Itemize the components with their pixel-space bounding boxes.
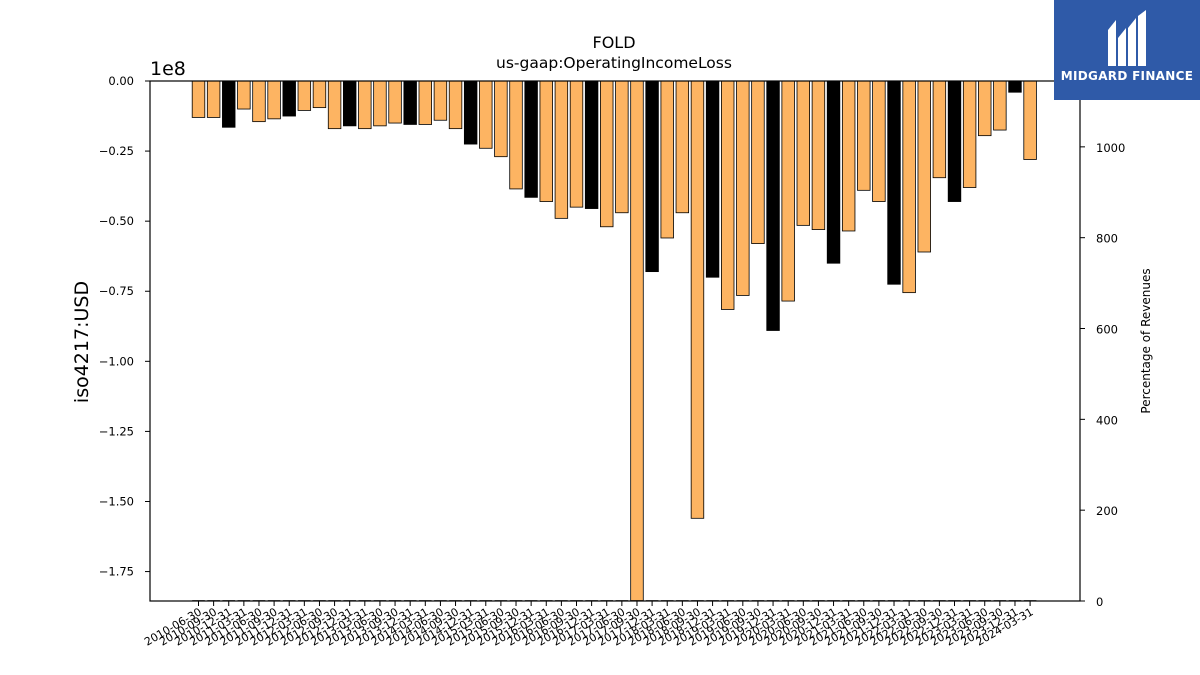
bar-2012-12-31 — [342, 80, 357, 127]
bar-2022-09-30 — [932, 80, 947, 179]
bar-2023-06-30 — [978, 80, 992, 137]
bar-2017-09-30 — [630, 80, 644, 602]
logo-text: MIDGARD FINANCE — [1060, 69, 1194, 83]
bar-2017-06-30 — [615, 80, 629, 214]
y2-tick-label: 1000 — [1096, 141, 1125, 155]
bar-2020-12-31 — [826, 80, 841, 264]
bar-2012-03-31 — [297, 80, 312, 111]
y2-tick-label: 800 — [1096, 232, 1118, 246]
y2-tick-label: 200 — [1096, 504, 1118, 518]
chart-subtitle: us-gaap:OperatingIncomeLoss — [496, 54, 732, 72]
bar-2019-09-30 — [751, 80, 765, 244]
bar-2018-09-30 — [690, 80, 705, 519]
y2-tick-label: 600 — [1096, 323, 1118, 337]
bar-2021-03-31 — [841, 80, 856, 232]
bar-2013-09-30 — [388, 80, 402, 124]
y-tick-label: −0.25 — [99, 144, 134, 158]
bar-2021-12-31 — [887, 80, 901, 285]
bar-2015-12-31 — [524, 80, 538, 198]
y-tick-label: −1.50 — [99, 494, 134, 508]
bar-2019-12-31 — [766, 80, 780, 331]
plot-frame — [149, 80, 1081, 602]
bar-2014-03-31 — [418, 80, 433, 125]
bar-2023-12-31 — [1008, 80, 1022, 93]
bar-2020-06-30 — [796, 80, 811, 226]
bar-2021-09-30 — [872, 80, 886, 202]
midgard-finance-logo: MIDGARD FINANCE — [1054, 0, 1200, 100]
bar-2015-09-30 — [509, 80, 523, 190]
bar-2018-03-31 — [660, 80, 674, 239]
y-tick-label: −0.75 — [99, 284, 134, 298]
bar-2013-03-31 — [358, 80, 372, 130]
bar-2017-12-31 — [645, 80, 659, 273]
bar-2022-12-31 — [947, 80, 962, 202]
y-tick-label: −1.25 — [99, 424, 134, 438]
bar-2018-12-31 — [705, 80, 720, 278]
midgard-logo-icon — [1108, 10, 1146, 66]
bar-2022-03-31 — [902, 80, 916, 294]
bar-2011-12-31 — [282, 80, 296, 117]
bar-2016-09-30 — [569, 80, 584, 208]
bar-2013-12-31 — [403, 80, 417, 125]
bar-2013-06-30 — [373, 80, 387, 127]
bar-2022-06-30 — [917, 80, 931, 253]
bar-2011-03-31 — [237, 80, 251, 110]
bar-2017-03-31 — [600, 80, 614, 228]
y2-tick-label: 400 — [1096, 413, 1118, 427]
y-tick-label: 0.00 — [108, 74, 134, 88]
bar-2012-06-30 — [312, 80, 327, 109]
bar-2014-09-30 — [448, 80, 463, 130]
y-tick-label: −1.75 — [99, 565, 134, 579]
bar-2015-03-31 — [479, 80, 493, 149]
y-tick-label: −1.00 — [99, 354, 134, 368]
bar-2021-06-30 — [857, 80, 871, 191]
y2-tick-label: 0 — [1096, 595, 1103, 609]
y-axis-offset-label: 1e8 — [150, 58, 186, 80]
bar-2010-12-31 — [222, 80, 236, 128]
bar-2011-06-30 — [252, 80, 266, 123]
bar-2016-03-31 — [539, 80, 553, 202]
bar-2019-06-30 — [736, 80, 750, 296]
bar-2016-06-30 — [554, 80, 569, 219]
bar-2011-09-30 — [267, 80, 281, 120]
bar-2010-09-30 — [206, 80, 221, 118]
bar-2024-03-31 — [1023, 80, 1037, 160]
bar-2010-06-30 — [191, 80, 206, 118]
bar-2016-12-31 — [584, 80, 599, 209]
y-axis-label: iso4217:USD — [71, 281, 93, 403]
bar-2020-03-31 — [781, 80, 795, 302]
bar-2015-06-30 — [494, 80, 508, 158]
bar-2023-03-31 — [962, 80, 977, 188]
bar-2014-06-30 — [433, 80, 448, 121]
y-tick-label: −0.50 — [99, 214, 134, 228]
bar-2023-09-30 — [993, 80, 1007, 131]
bar-2020-09-30 — [811, 80, 826, 230]
bar-2014-12-31 — [463, 80, 478, 145]
chart-title: FOLD — [592, 33, 635, 52]
bar-2012-09-30 — [327, 80, 342, 130]
y2-axis-label: Percentage of Revenues — [1139, 268, 1153, 413]
bar-2019-03-31 — [721, 80, 735, 310]
bar-2018-06-30 — [675, 80, 690, 214]
